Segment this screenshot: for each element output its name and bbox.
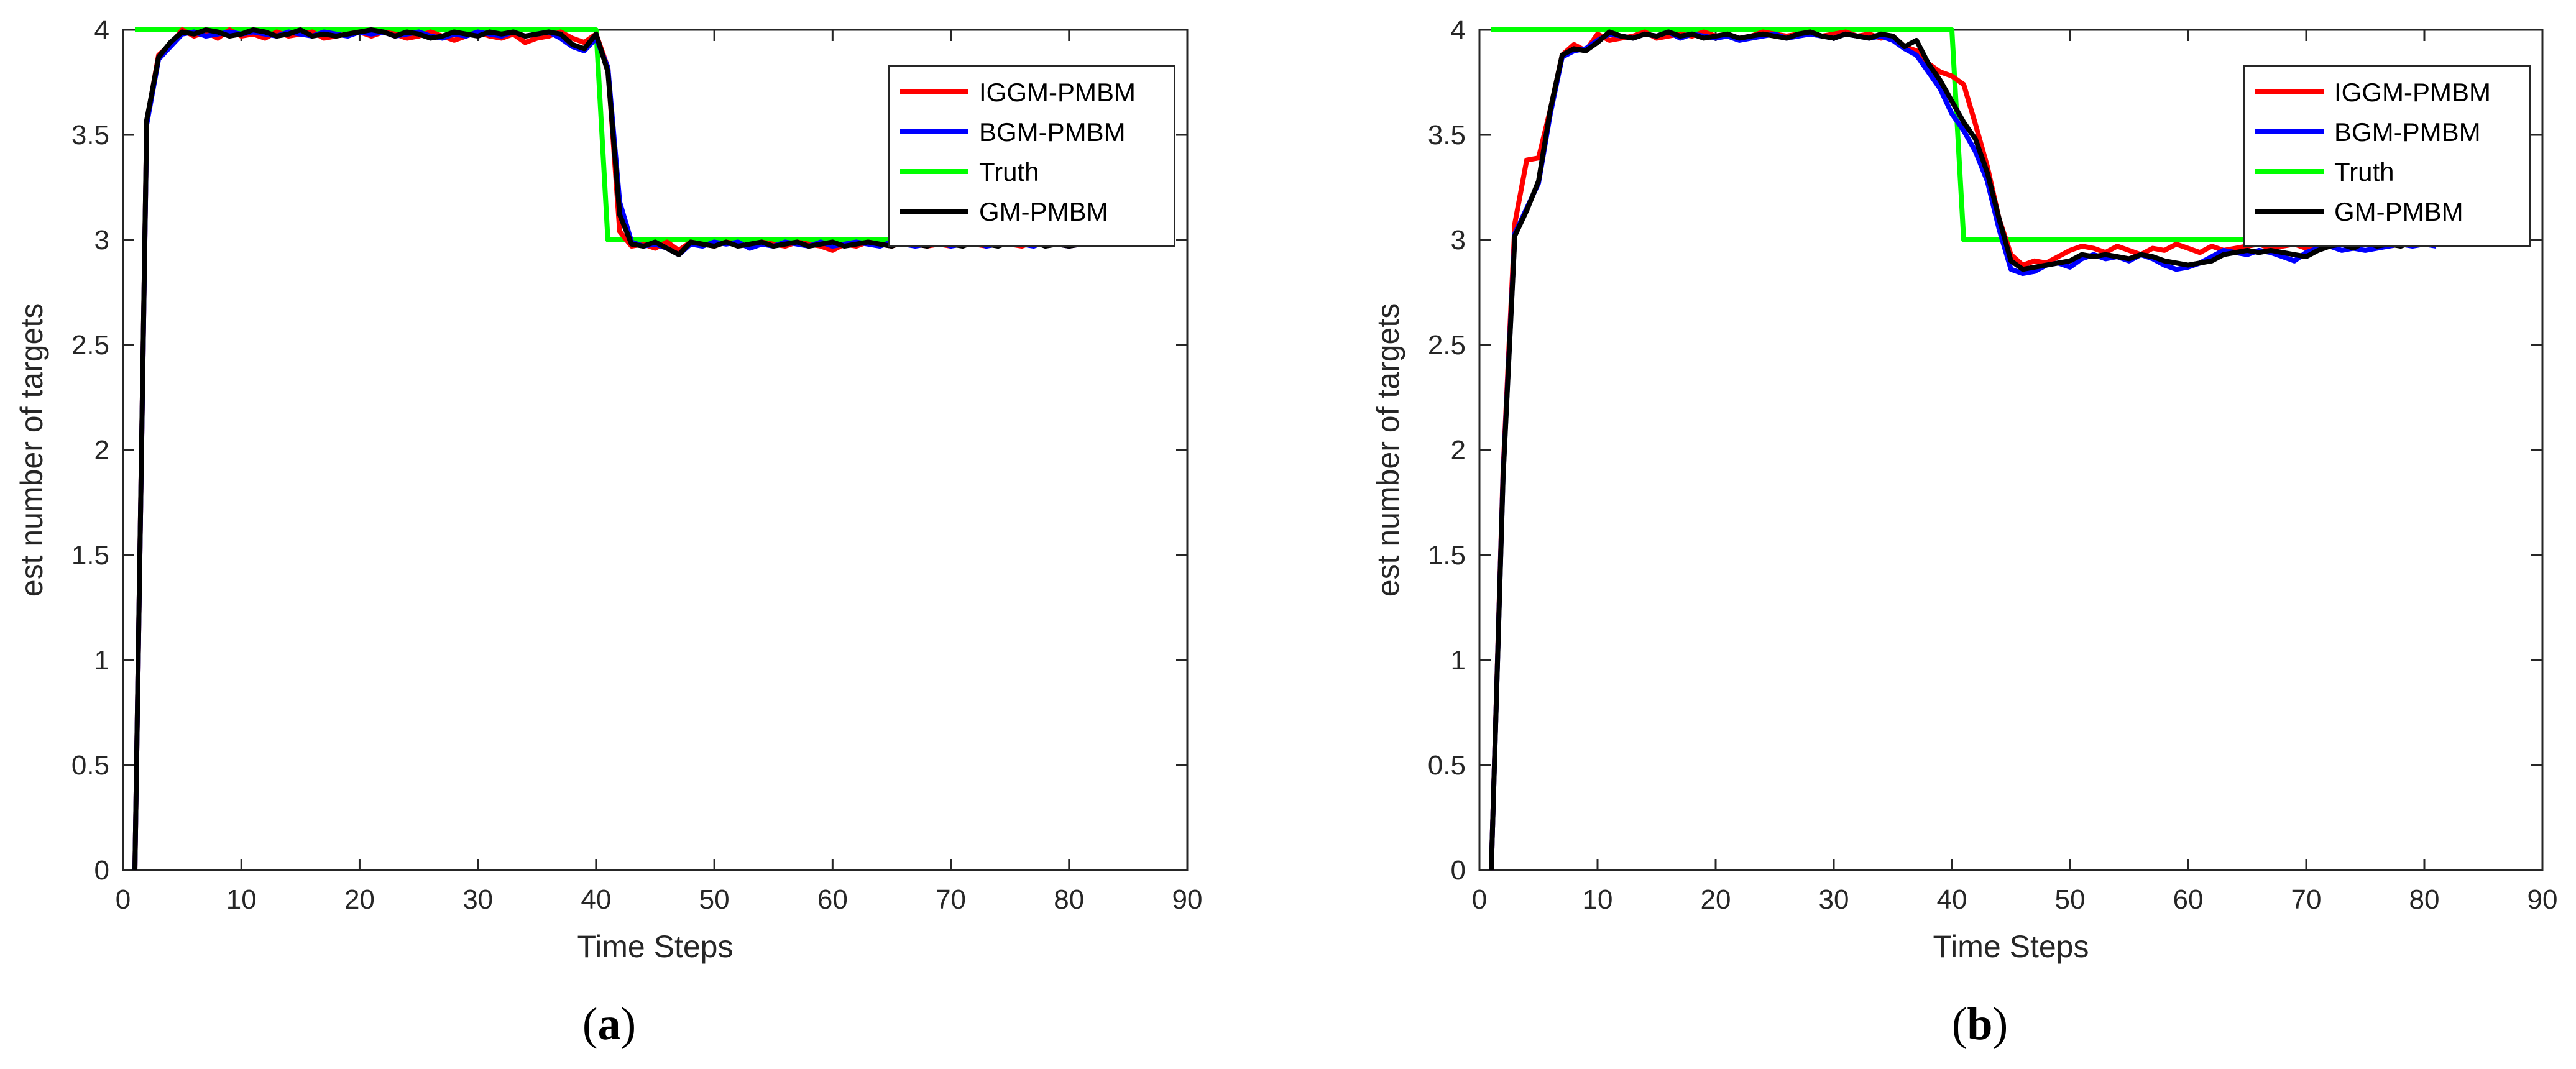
legend-box <box>888 65 1175 247</box>
x-tick-label: 20 <box>344 884 375 915</box>
x-tick-label: 80 <box>1054 884 1084 915</box>
x-tick-label: 60 <box>817 884 848 915</box>
caption-close-paren: ) <box>1993 999 2008 1050</box>
y-axis-label: est number of targets <box>1371 303 1405 597</box>
x-tick-label: 50 <box>2055 884 2086 915</box>
x-tick-label: 90 <box>1172 884 1203 915</box>
y-tick-label: 1.5 <box>71 540 109 571</box>
y-tick-label: 2.5 <box>71 330 109 360</box>
legend-entry: Truth <box>979 157 1039 186</box>
x-tick-label: 80 <box>2409 884 2440 915</box>
y-tick-label: 0.5 <box>1428 750 1466 781</box>
y-tick-label: 0.5 <box>71 750 109 781</box>
x-tick-label: 60 <box>2173 884 2204 915</box>
x-tick-label: 0 <box>116 884 131 915</box>
legend-entry: BGM-PMBM <box>2334 117 2481 147</box>
y-tick-label: 3.5 <box>71 120 109 150</box>
y-tick-label: 2.5 <box>1428 330 1466 360</box>
panel-a: 0 10 20 30 40 50 60 70 80 90 0 0.5 1 1.5 2 2.5 3 3.5 4 Time… <box>14 15 1202 1050</box>
y-tick-label: 1 <box>94 645 109 676</box>
legend-box <box>2243 65 2531 247</box>
x-axis-label: Time Steps <box>577 929 733 964</box>
legend-entry: IGGM-PMBM <box>2334 78 2491 107</box>
y-tick-label: 3 <box>94 225 109 255</box>
caption-close-paren: ) <box>621 999 637 1050</box>
x-tick-label: 70 <box>936 884 966 915</box>
y-tick-label: 2 <box>1451 435 1466 466</box>
x-tick-label: 90 <box>2528 884 2558 915</box>
x-tick-label: 50 <box>699 884 730 915</box>
y-tick-label: 4 <box>94 15 109 45</box>
legend-entry: Truth <box>2334 157 2394 186</box>
y-tick-label: 0 <box>1451 855 1466 886</box>
panel-caption: (a) <box>582 999 636 1050</box>
x-tick-label: 40 <box>1937 884 1967 915</box>
x-tick-label: 30 <box>1819 884 1849 915</box>
y-tick-label: 0 <box>94 855 109 886</box>
y-tick-label: 3.5 <box>1428 120 1466 150</box>
y-tick-label: 3 <box>1451 225 1466 255</box>
x-tick-label: 10 <box>1583 884 1613 915</box>
x-tick-label: 40 <box>581 884 611 915</box>
panel-caption: (b) <box>1952 999 2008 1050</box>
caption-letter: a <box>598 999 621 1050</box>
legend-entry: BGM-PMBM <box>979 117 1126 147</box>
x-tick-label: 0 <box>1472 884 1487 915</box>
x-axis-label: Time Steps <box>1933 929 2089 964</box>
legend-entry: GM-PMBM <box>2334 197 2463 226</box>
y-tick-label: 2 <box>94 435 109 466</box>
panel-b: 0 10 20 30 40 50 60 70 80 90 0 0.5 1 1.5 2 2.5 3 3.5 4 Time… <box>1371 15 2557 1050</box>
x-tick-label: 20 <box>1701 884 1731 915</box>
y-tick-label: 4 <box>1451 15 1466 45</box>
x-tick-label: 70 <box>2291 884 2322 915</box>
caption-open-paren: ( <box>582 999 598 1050</box>
caption-letter: b <box>1967 999 1992 1050</box>
x-tick-label: 10 <box>226 884 257 915</box>
y-tick-label: 1.5 <box>1428 540 1466 571</box>
y-tick-label: 1 <box>1451 645 1466 676</box>
series-line-gm-pmbm <box>1489 29 2436 871</box>
x-tick-label: 30 <box>462 884 493 915</box>
caption-open-paren: ( <box>1952 999 1967 1050</box>
y-axis-label: est number of targets <box>14 303 49 597</box>
legend-entry: IGGM-PMBM <box>979 78 1136 107</box>
legend-entry: GM-PMBM <box>979 197 1108 226</box>
